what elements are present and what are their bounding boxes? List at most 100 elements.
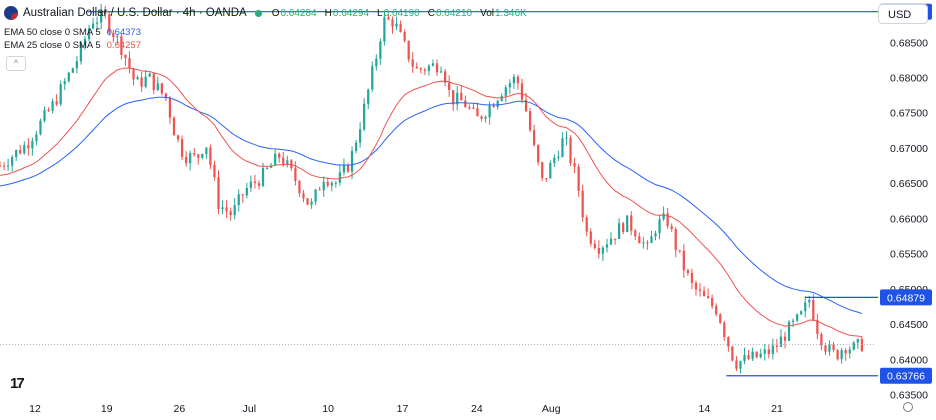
candle (67, 71, 70, 83)
candle (391, 16, 394, 34)
candle (516, 74, 520, 90)
candle-body (318, 189, 321, 191)
candle (662, 206, 665, 221)
candle-body (816, 319, 819, 335)
candle-body (658, 219, 661, 234)
candle-body (460, 92, 463, 101)
indicator-ema25-row[interactable]: EMA 25 close 0 SMA 5 0.64257 (4, 40, 141, 51)
candle (132, 67, 135, 86)
candle (723, 320, 726, 341)
candle (75, 55, 79, 74)
candle (585, 214, 588, 237)
candle-body (221, 207, 224, 209)
candle (128, 51, 131, 74)
tradingview-logo-icon[interactable]: 17 (10, 375, 25, 392)
x-tick-label: 10 (322, 403, 334, 415)
candle (694, 280, 698, 296)
candle-body (395, 23, 398, 27)
candle (265, 166, 269, 170)
candle-body (63, 81, 66, 85)
candle-body (387, 17, 390, 20)
ohlc-o: O0.64284 (272, 8, 317, 19)
candle-body (638, 236, 641, 244)
candle-body (100, 10, 103, 23)
x-tick-label: 21 (771, 403, 783, 415)
candle-body (767, 349, 770, 354)
candle (411, 51, 414, 73)
candle (294, 161, 297, 186)
indicator-ema50-row[interactable]: EMA 50 close 0 SMA 5 0.64373 (4, 27, 141, 38)
candle-body (743, 354, 746, 362)
candle (787, 319, 791, 342)
candle-body (189, 152, 192, 164)
candle-body (694, 282, 698, 290)
candle-body (11, 157, 14, 166)
candle (318, 186, 321, 191)
candle (209, 144, 212, 170)
candle-body (605, 244, 609, 248)
candle (43, 106, 46, 123)
candle (23, 141, 26, 155)
candle (298, 179, 301, 197)
candle (91, 17, 95, 30)
candle-body (520, 83, 524, 100)
candle-body (553, 157, 556, 163)
candle (359, 122, 362, 148)
candle-body (844, 350, 847, 354)
candle-body (172, 117, 176, 136)
collapse-indicators-button[interactable]: ^ (6, 56, 26, 71)
candle-body (310, 201, 313, 205)
candle (565, 131, 568, 146)
candle (108, 11, 111, 36)
candle (443, 68, 447, 87)
candle (719, 313, 722, 324)
candle (241, 193, 244, 203)
candle (6, 158, 10, 171)
candle (812, 294, 815, 322)
candle-body (51, 101, 54, 111)
candle-body (702, 290, 706, 297)
candle (79, 40, 83, 65)
candle (573, 157, 576, 174)
candle (480, 115, 483, 122)
candle-body (31, 141, 34, 149)
candle-body (634, 230, 637, 237)
candle-body (176, 135, 180, 140)
candle (828, 340, 831, 356)
candle (549, 160, 552, 179)
gear-icon[interactable] (903, 402, 913, 412)
candle (674, 226, 677, 258)
candle (715, 303, 718, 317)
candle-body (561, 138, 564, 157)
candle-body (19, 150, 22, 154)
candle-body (820, 334, 823, 346)
candle-body (775, 345, 779, 347)
candle-body (524, 99, 528, 112)
candle (225, 199, 228, 219)
candle (148, 72, 151, 77)
candle-body (585, 217, 588, 232)
candle-body (59, 84, 62, 105)
candle-body (185, 157, 188, 164)
candle-body (334, 182, 337, 184)
candle-body (642, 242, 645, 244)
candle-body (452, 90, 455, 105)
symbol-title[interactable]: Australian Dollar / U.S. Dollar · 4h · O… (23, 7, 247, 19)
candle-body (371, 66, 374, 90)
candle (747, 350, 750, 361)
candle-body (411, 59, 414, 67)
candle-body (443, 71, 447, 83)
candle (824, 342, 827, 356)
candle (407, 40, 410, 63)
candle (116, 34, 119, 45)
candle-body (67, 72, 70, 82)
candle (593, 239, 596, 250)
candle (711, 294, 714, 310)
candle (759, 348, 762, 359)
currency-selector[interactable]: USD (878, 4, 928, 24)
candle-body (330, 182, 333, 186)
candle-body (723, 322, 726, 337)
y-tick-label: 0.63500 (890, 389, 928, 401)
candle (144, 69, 147, 89)
